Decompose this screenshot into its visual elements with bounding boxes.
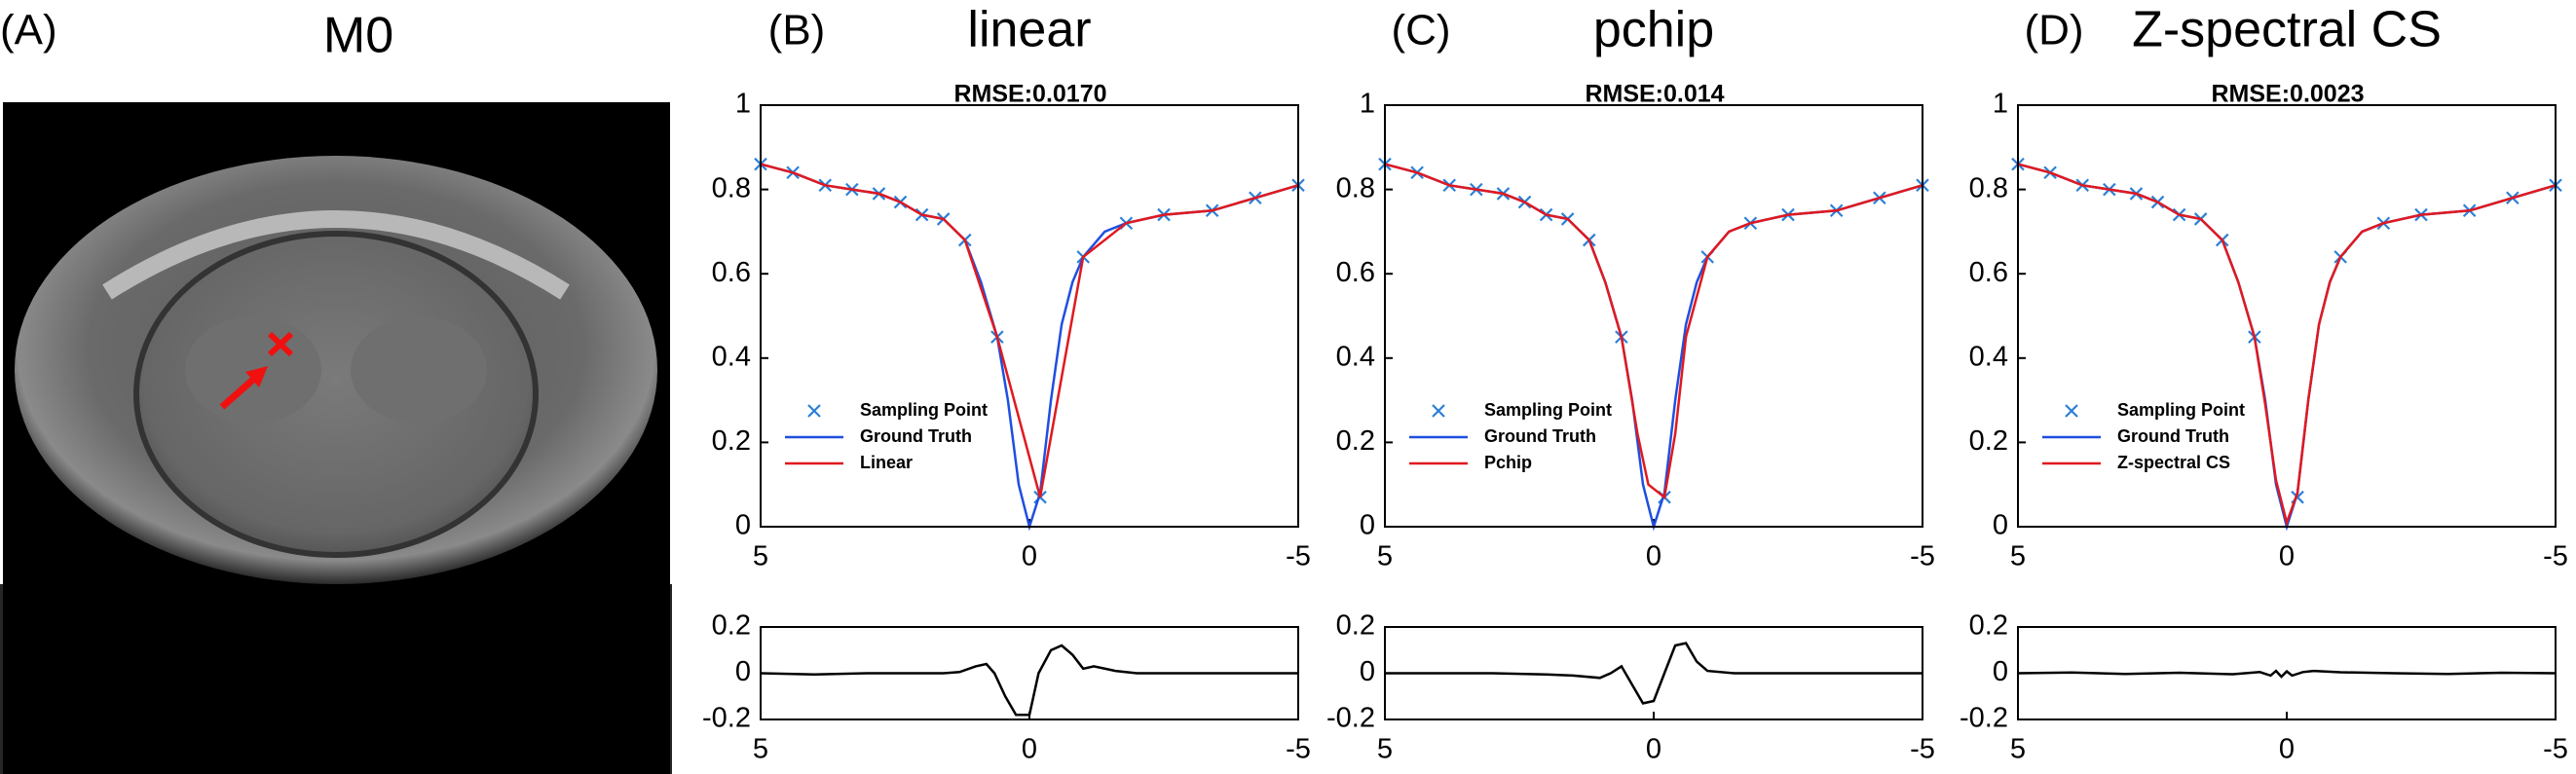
series-line — [760, 163, 1299, 498]
axes-box — [760, 626, 1299, 720]
legend-label: Ground Truth — [2117, 426, 2229, 446]
legend-marker — [2065, 404, 2078, 418]
y-tick-label: -0.2 — [1960, 703, 2008, 734]
legend-label: Ground Truth — [860, 426, 972, 446]
y-tick-label: 0 — [1993, 510, 2008, 541]
y-tick-label: 0 — [1360, 510, 1375, 541]
panel-label: (D) — [2024, 7, 2083, 55]
region — [351, 316, 487, 424]
y-tick-label: 0.8 — [712, 172, 751, 203]
x-tick-label: 5 — [2010, 541, 2026, 572]
legend-label: Sampling Point — [2117, 400, 2245, 420]
panel-title: M0 — [323, 8, 393, 64]
legend-label: Z-spectral CS — [2117, 453, 2230, 472]
y-tick-label: 0.8 — [1336, 172, 1375, 203]
x-tick-label: -5 — [2543, 734, 2568, 765]
y-tick-label: 0.4 — [712, 341, 751, 372]
y-tick-label: 0.4 — [1969, 341, 2008, 372]
x-tick-label: 0 — [1646, 734, 1661, 765]
x-tick-label: 5 — [1377, 541, 1393, 572]
x-tick-label: 0 — [2279, 541, 2295, 572]
series-line — [2017, 163, 2557, 527]
legend-label: Pchip — [1484, 453, 1532, 472]
arrow — [219, 375, 258, 410]
shadow — [0, 584, 672, 774]
panel-title: linear — [967, 2, 1091, 58]
y-tick-label: 0.6 — [1336, 257, 1375, 288]
y-tick-label: 0.8 — [1969, 172, 2008, 203]
x-tick-label: 5 — [2010, 734, 2026, 765]
y-tick-label: -0.2 — [702, 703, 751, 734]
y-tick-label: 0 — [735, 656, 751, 687]
legend-label: Sampling Point — [860, 400, 988, 420]
plot-area — [2018, 105, 2556, 527]
y-tick-label: 0.2 — [712, 610, 751, 642]
legend-marker — [1432, 404, 1445, 418]
y-tick-label: 0 — [1360, 656, 1375, 687]
series-line — [1384, 163, 1923, 499]
y-tick-label: 1 — [1360, 89, 1375, 120]
y-tick-label: 0.6 — [712, 257, 751, 288]
y-tick-label: 0.4 — [1336, 341, 1375, 372]
x-tick-label: 5 — [753, 541, 768, 572]
x-tick-label: 0 — [1646, 541, 1661, 572]
y-tick-label: 1 — [735, 89, 751, 120]
panel-label: (B) — [768, 7, 826, 55]
axes-box — [2017, 626, 2557, 720]
y-tick-label: 0.6 — [1969, 257, 2008, 288]
y-tick-label: 0.2 — [1336, 425, 1375, 457]
x-tick-label: -5 — [1910, 541, 1935, 572]
brain — [133, 231, 539, 558]
y-tick-label: 1 — [1993, 89, 2008, 120]
x-tick-label: 5 — [1377, 734, 1393, 765]
y-tick-label: 0 — [735, 510, 751, 541]
legend-marker — [807, 404, 821, 418]
panel-label: (C) — [1391, 7, 1450, 55]
mri-panel: (A) M0 — [0, 7, 672, 774]
x-tick-label: -5 — [1286, 541, 1311, 572]
rmse-label: RMSE:0.014 — [1585, 81, 1724, 108]
legend-label: Linear — [860, 453, 913, 472]
legend-label: Sampling Point — [1484, 400, 1612, 420]
series-line — [760, 644, 1298, 717]
y-tick-label: 0.2 — [1336, 610, 1375, 642]
axes-box — [2017, 104, 2557, 528]
axes-box — [1384, 104, 1923, 528]
x-tick-label: 0 — [2279, 734, 2295, 765]
legend-label: Ground Truth — [1484, 426, 1596, 446]
x-tick-label: -5 — [2543, 541, 2568, 572]
panel-title: pchip — [1593, 2, 1714, 58]
rmse-label: RMSE:0.0170 — [953, 81, 1106, 108]
x-tick-label: 0 — [1022, 734, 1037, 765]
x-tick-label: -5 — [1910, 734, 1935, 765]
scalp — [102, 210, 570, 300]
panel-title: Z-spectral CS — [2132, 2, 2442, 58]
y-tick-label: 0 — [1993, 656, 2008, 687]
y-tick-label: 0.2 — [712, 425, 751, 457]
x-tick-label: -5 — [1286, 734, 1311, 765]
panel-label: (A) — [0, 7, 57, 55]
rmse-label: RMSE:0.0023 — [2211, 81, 2364, 108]
voxel-marker — [267, 331, 294, 357]
axes-box — [760, 104, 1299, 528]
series-line — [1385, 642, 1923, 705]
arrow-head — [245, 366, 268, 387]
axes-box — [1384, 626, 1923, 720]
x-tick-label: 5 — [753, 734, 768, 765]
y-tick-label: 0.2 — [1969, 425, 2008, 457]
plot-area — [1385, 105, 1923, 527]
y-tick-label: -0.2 — [1326, 703, 1375, 734]
x-tick-label: 0 — [1022, 541, 1037, 572]
y-tick-label: 0.2 — [1969, 610, 2008, 642]
series-line — [2017, 669, 2557, 679]
